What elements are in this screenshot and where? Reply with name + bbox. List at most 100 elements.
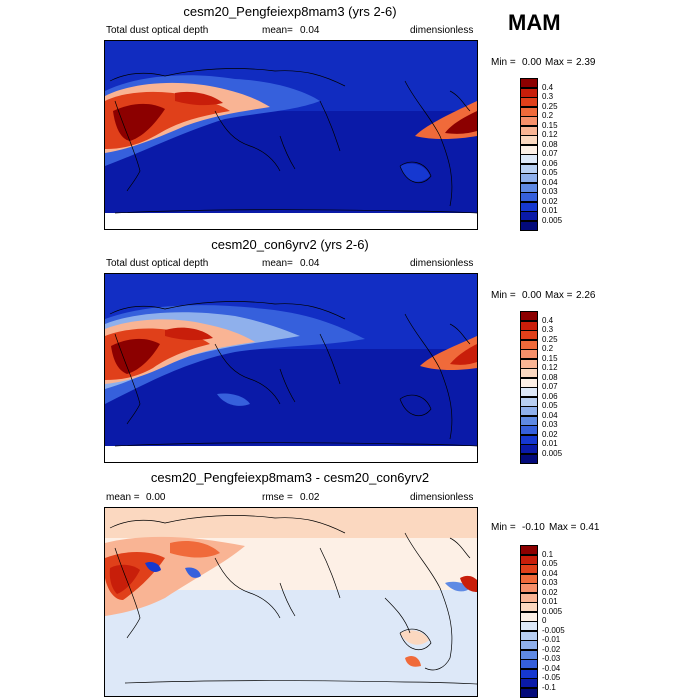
panel1-max-label: Max = (545, 57, 573, 68)
colorbar-tick-label: 0.08 (542, 139, 558, 149)
colorbar-tick-label: 0.05 (542, 401, 558, 410)
panel1-variable-label: Total dust optical depth (106, 25, 209, 36)
panel1-map-svg (105, 41, 477, 229)
colorbar-swatch (520, 192, 538, 202)
coastlines (109, 68, 477, 214)
panel2-max-value: 2.26 (576, 290, 596, 301)
colorbar-swatch (520, 659, 538, 669)
colorbar-swatch (520, 434, 538, 445)
panel3-min-value: -0.10 (522, 522, 545, 533)
colorbar-tick-label: 0.04 (542, 568, 558, 578)
colorbar-tick-label: -0.01 (542, 635, 561, 644)
colorbar-tick-label: 0.4 (542, 315, 554, 325)
colorbar-swatch (520, 621, 538, 631)
colorbar-tick-label: 0.02 (542, 587, 558, 597)
colorbar-swatch (520, 668, 538, 679)
colorbar-swatch (520, 425, 538, 435)
colorbar-tick-label: 0.05 (542, 168, 558, 177)
colorbar-tick-label: 0.005 (542, 448, 563, 458)
colorbar-swatch (520, 687, 538, 698)
panel3-units: dimensionless (410, 492, 474, 503)
diff-sahara-core (109, 564, 140, 594)
colorbar-tick-label: 0.2 (542, 344, 554, 353)
season-label: MAM (508, 10, 561, 35)
colorbar-swatch (520, 154, 538, 164)
panel2-variable-label: Total dust optical depth (106, 258, 209, 269)
colorbar-swatch (520, 377, 538, 388)
panel3-max-label: Max = (549, 522, 577, 533)
panel3-rmse-value: 0.02 (300, 492, 320, 503)
colorbar-tick-label: -0.05 (542, 673, 561, 682)
colorbar-swatch (520, 349, 538, 359)
colorbar-swatch (520, 320, 538, 331)
colorbar-tick-label: 0.04 (542, 177, 558, 187)
panel2-units: dimensionless (410, 258, 474, 269)
colorbar-swatch (520, 211, 538, 221)
colorbar-tick-label: 0.15 (542, 353, 558, 363)
colorbar-tick-label: -0.1 (542, 682, 556, 692)
taklimakan-core (175, 91, 223, 106)
diff-australia (400, 630, 429, 645)
panel1-title: cesm20_Pengfeiexp8mam3 (yrs 2-6) (183, 4, 397, 19)
colorbar-tick-label: 0.005 (542, 606, 563, 616)
diff-asia-high (170, 541, 220, 558)
panel1-mean-label: mean= (262, 25, 293, 36)
colorbar-swatch (520, 106, 538, 117)
colorbar-tick-label: 0.12 (542, 130, 558, 139)
colorbar-swatch (520, 554, 538, 565)
colorbar-swatch (520, 387, 538, 397)
colorbar-tick-label: 0.07 (542, 149, 558, 158)
colorbar-tick-label: 0.25 (542, 101, 558, 111)
colorbar-tick-label: -0.005 (542, 625, 565, 635)
panel2-title: cesm20_con6yrv2 (yrs 2-6) (211, 237, 369, 252)
colorbar-swatch (520, 201, 538, 212)
southern-africa-region (217, 393, 250, 406)
colorbar-tick-label: 0.03 (542, 187, 558, 196)
colorbar-swatch (520, 173, 538, 183)
colorbar-tick-label: 0.06 (542, 391, 558, 401)
colorbar-swatch (520, 116, 538, 126)
colorbar-swatch (520, 640, 538, 650)
colorbar-swatch (520, 78, 538, 88)
colorbar-tick-label: 0.03 (542, 420, 558, 429)
panel3-map (104, 507, 478, 697)
panel3-min-label: Min = (491, 522, 516, 533)
colorbar-tick-label: 0.06 (542, 158, 558, 168)
diff-negative-patch-2 (185, 567, 201, 578)
colorbar-swatch (520, 649, 538, 660)
colorbar-swatch (520, 358, 538, 369)
colorbar-swatch (520, 611, 538, 622)
colorbar-tick-label: 0.4 (542, 82, 554, 92)
colorbar-swatch (520, 368, 538, 378)
colorbar-swatch (520, 396, 538, 407)
panel2-map-svg (105, 274, 477, 462)
colorbar-tick-label: -0.02 (542, 644, 561, 654)
panel3-mean-value: 0.00 (146, 492, 166, 503)
panel1-map (104, 40, 478, 230)
colorbar-tick-label: -0.03 (542, 654, 561, 663)
colorbar-swatch (520, 135, 538, 145)
colorbar-swatch (520, 573, 538, 584)
diff-negative-patch (145, 561, 161, 572)
colorbar-tick-label: 0.1 (542, 549, 554, 559)
colorbar-swatch (520, 415, 538, 426)
colorbar-swatch (520, 592, 538, 603)
colorbar-tick-label: 0.08 (542, 372, 558, 382)
colorbar-tick-label: 0.03 (542, 578, 558, 587)
sahara-core (111, 338, 160, 374)
colorbar-tick-label: 0.05 (542, 559, 558, 568)
colorbar-swatch (520, 564, 538, 574)
diff-patagonia (405, 655, 421, 667)
colorbar-tick-label: 0.07 (542, 382, 558, 391)
panel3-title: cesm20_Pengfeiexp8mam3 - cesm20_con6yrv2 (150, 470, 430, 485)
coastlines (109, 515, 477, 685)
panel2-min-value: 0.00 (522, 290, 542, 301)
colorbar-swatch (520, 453, 538, 464)
colorbar-tick-label: 0.3 (542, 325, 554, 334)
panel2-min-label: Min = (491, 290, 516, 301)
panel3-map-svg (105, 508, 477, 696)
colorbar-tick-label: 0.01 (542, 439, 558, 448)
americas-core (450, 344, 477, 365)
colorbar-tick-label: -0.04 (542, 663, 561, 673)
colorbar-swatch (520, 602, 538, 612)
